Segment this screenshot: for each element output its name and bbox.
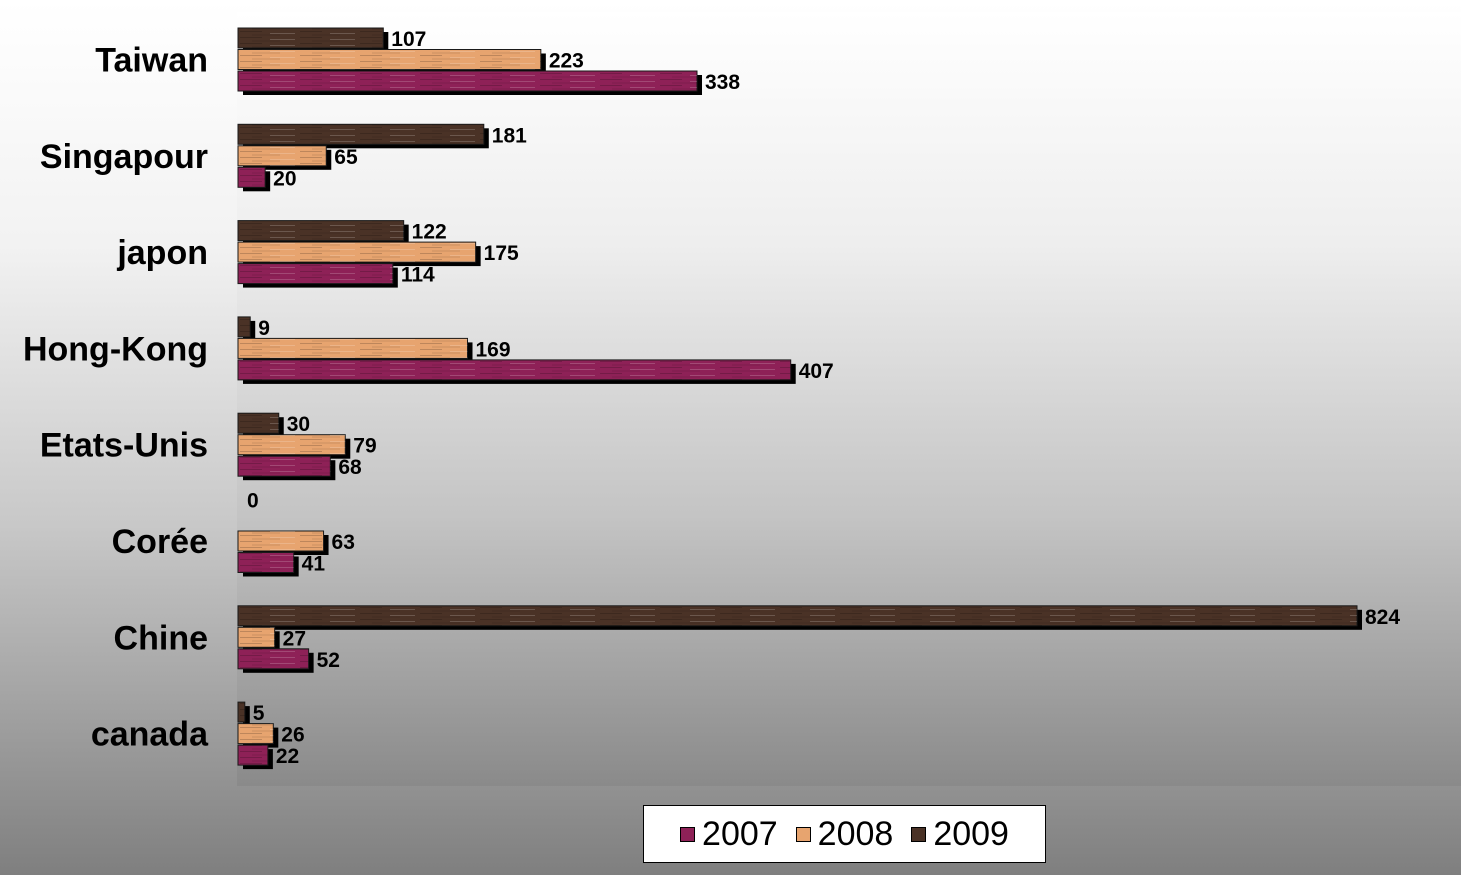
data-label: 68 <box>338 456 362 479</box>
legend-label: 2009 <box>933 815 1009 853</box>
legend: 2007 2008 2009 <box>643 805 1046 863</box>
data-label: 407 <box>799 360 834 383</box>
bar-texture <box>238 28 384 48</box>
data-label: 181 <box>492 124 527 147</box>
data-label: 22 <box>276 745 299 768</box>
data-label: 107 <box>391 28 426 51</box>
bar-texture <box>238 531 324 551</box>
data-label: 223 <box>549 50 584 73</box>
bar-texture <box>238 723 274 744</box>
data-label: 20 <box>273 167 296 190</box>
bars-layer <box>237 27 1362 770</box>
data-label: 52 <box>317 649 340 672</box>
category-label: Hong-Kong <box>23 330 208 368</box>
bar-texture <box>238 145 327 166</box>
bar-shadow <box>243 706 250 727</box>
bar-texture <box>238 316 251 337</box>
legend-item-2009: 2009 <box>911 817 1009 851</box>
legend-item-2007: 2007 <box>680 817 778 851</box>
bar-texture <box>238 627 275 648</box>
bar-texture <box>238 124 484 145</box>
legend-item-2008: 2008 <box>795 815 894 853</box>
bar-texture <box>238 49 541 70</box>
data-label: 169 <box>476 338 511 361</box>
bar-texture <box>238 456 331 477</box>
category-label: Singapour <box>40 138 208 176</box>
bar-texture <box>238 242 476 263</box>
bar-texture <box>238 220 404 241</box>
bar-texture <box>238 745 268 766</box>
bar-texture <box>238 413 279 434</box>
data-label: 9 <box>258 317 270 340</box>
data-label: 30 <box>287 413 310 436</box>
category-label: Taiwan <box>95 42 208 80</box>
bar-texture <box>238 605 1357 626</box>
data-label: 63 <box>332 531 355 554</box>
legend-swatch <box>680 826 696 842</box>
data-label: 338 <box>705 71 740 94</box>
category-label: canada <box>91 716 209 754</box>
bar-texture <box>238 167 266 188</box>
data-label: 41 <box>302 553 326 576</box>
data-label: 5 <box>253 702 265 725</box>
data-label: 114 <box>401 264 435 287</box>
data-label: 65 <box>334 146 358 169</box>
category-label: Corée <box>112 523 208 561</box>
bar-texture <box>238 263 393 284</box>
data-label: 26 <box>281 724 304 747</box>
bar-texture <box>238 648 309 669</box>
bar-texture <box>238 434 346 455</box>
legend-swatch <box>795 826 811 842</box>
legend-label: 2008 <box>817 815 894 853</box>
category-label: Chine <box>114 619 208 657</box>
bar-texture <box>238 702 245 723</box>
category-label: Etats-Unis <box>40 427 208 465</box>
legend-swatch <box>911 826 927 842</box>
data-label: 824 <box>1365 606 1400 629</box>
bar-texture <box>238 359 791 380</box>
bar-texture <box>238 338 468 359</box>
data-label: 122 <box>412 221 447 244</box>
data-label: 79 <box>353 435 376 458</box>
legend-label: 2007 <box>702 815 778 853</box>
data-label: 27 <box>283 627 306 650</box>
data-label: 175 <box>484 242 519 265</box>
labels-layer: Taiwan 107 223 338 Singapour 181 65 20 japon 122 1… <box>23 28 1400 768</box>
bar-texture <box>238 552 294 573</box>
bar-texture <box>238 71 698 91</box>
category-label: japon <box>116 234 208 272</box>
data-label: 0 <box>247 490 259 513</box>
